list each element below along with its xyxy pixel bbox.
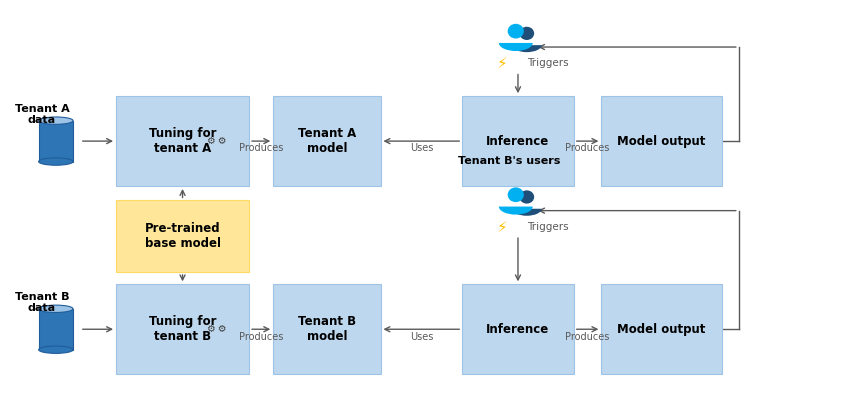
Text: Produces: Produces — [565, 144, 610, 153]
FancyBboxPatch shape — [462, 284, 574, 374]
Text: Uses: Uses — [410, 144, 433, 153]
Ellipse shape — [508, 24, 524, 38]
Text: Tenant A
data: Tenant A data — [15, 104, 70, 125]
FancyBboxPatch shape — [116, 284, 249, 374]
Text: ⚙ ⚙: ⚙ ⚙ — [207, 136, 227, 146]
Ellipse shape — [508, 187, 524, 202]
Text: Tuning for
tenant A: Tuning for tenant A — [149, 127, 216, 155]
Text: Pre-trained
base model: Pre-trained base model — [144, 222, 221, 250]
Text: Produces: Produces — [565, 332, 610, 342]
FancyBboxPatch shape — [273, 284, 381, 374]
Text: ⚡: ⚡ — [497, 220, 508, 234]
Wedge shape — [512, 209, 541, 216]
FancyBboxPatch shape — [116, 96, 249, 186]
Wedge shape — [512, 45, 541, 52]
Text: Tenant A's users: Tenant A's users — [458, 0, 561, 2]
Text: Inference: Inference — [486, 135, 550, 148]
Wedge shape — [499, 43, 533, 51]
Text: Tenant B
data: Tenant B data — [15, 292, 69, 313]
Polygon shape — [39, 309, 73, 350]
Text: Triggers: Triggers — [527, 222, 568, 232]
Text: Uses: Uses — [410, 332, 433, 342]
FancyBboxPatch shape — [462, 96, 574, 186]
Text: Triggers: Triggers — [527, 58, 568, 68]
FancyBboxPatch shape — [116, 200, 249, 272]
Ellipse shape — [39, 117, 73, 124]
Polygon shape — [39, 121, 73, 162]
Ellipse shape — [39, 346, 73, 353]
FancyBboxPatch shape — [273, 96, 381, 186]
Ellipse shape — [520, 27, 534, 40]
Text: Tenant B's users: Tenant B's users — [458, 156, 561, 166]
Wedge shape — [499, 207, 533, 215]
Ellipse shape — [520, 190, 534, 204]
Ellipse shape — [39, 305, 73, 312]
Text: ⚡: ⚡ — [497, 56, 508, 71]
Ellipse shape — [39, 158, 73, 165]
Text: Produces: Produces — [239, 144, 283, 153]
Text: Produces: Produces — [239, 332, 283, 342]
Text: Model output: Model output — [618, 135, 705, 148]
FancyBboxPatch shape — [601, 96, 722, 186]
Text: Inference: Inference — [486, 323, 550, 336]
Text: Tenant A
model: Tenant A model — [298, 127, 356, 155]
Text: Model output: Model output — [618, 323, 705, 336]
Text: ⚙ ⚙: ⚙ ⚙ — [207, 324, 227, 334]
FancyBboxPatch shape — [601, 284, 722, 374]
Text: Tuning for
tenant B: Tuning for tenant B — [149, 315, 216, 343]
Text: Tenant B
model: Tenant B model — [298, 315, 356, 343]
